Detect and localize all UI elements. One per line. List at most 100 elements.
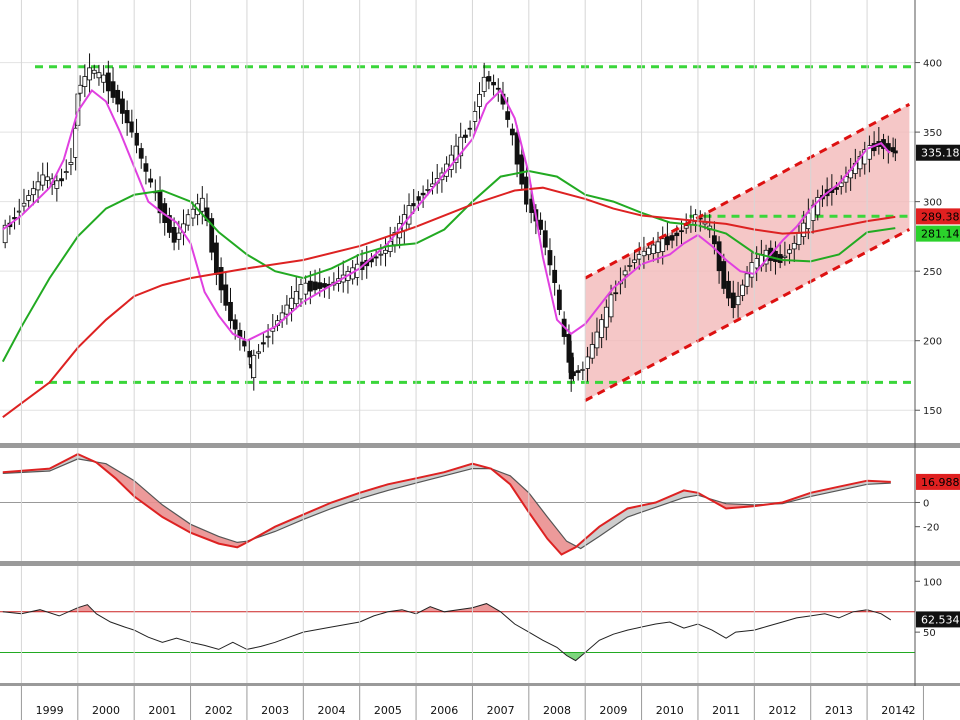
candle-body — [124, 110, 130, 124]
rsi-tick-label: 100 — [923, 577, 942, 588]
candle-body — [411, 203, 417, 207]
price-tick-label: 300 — [923, 198, 942, 209]
candle-body — [481, 76, 487, 92]
candle-body — [486, 76, 492, 82]
candle-body — [585, 356, 590, 369]
channel-lower-line — [584, 228, 911, 402]
candle-body — [524, 176, 529, 205]
candle-body — [608, 294, 614, 318]
candle-body — [519, 154, 525, 185]
macd-value-badge-box — [916, 473, 960, 490]
candle-body — [59, 178, 64, 182]
candle-body — [256, 351, 261, 354]
candle-body — [383, 249, 388, 254]
panel-separator — [0, 683, 960, 686]
candle-body — [96, 72, 102, 79]
candle-body — [679, 230, 684, 233]
candle-body — [740, 284, 745, 296]
candle-body — [556, 289, 562, 310]
candle-body — [838, 182, 844, 187]
candle-body — [815, 197, 821, 216]
candle-body — [317, 282, 323, 289]
x-tick-label: 2003 — [261, 704, 289, 717]
candle-body — [35, 181, 41, 191]
candle-body — [509, 128, 515, 136]
candle-body — [603, 306, 609, 328]
channel-upper-line — [584, 102, 911, 280]
candle-body — [575, 370, 581, 373]
candle-body — [796, 232, 802, 246]
candle-body — [491, 81, 496, 86]
candle-body — [735, 295, 741, 306]
medium-ma-badge: 281.14 — [921, 228, 960, 241]
candle-body — [749, 262, 755, 278]
candle-body — [199, 197, 205, 212]
x-tick-label: 2011 — [712, 704, 740, 717]
x-tick-label: 2001 — [148, 704, 176, 717]
candle-body — [787, 249, 792, 254]
candle-body — [307, 280, 313, 292]
candle-body — [589, 344, 595, 359]
candle-body — [176, 232, 182, 240]
candle-body — [599, 319, 605, 338]
price-tick-label: 400 — [923, 59, 942, 70]
candle-body — [458, 136, 464, 157]
candle-body — [571, 371, 576, 377]
candle-body — [655, 241, 661, 253]
long-ma-badge: 289.38 — [921, 210, 960, 223]
x-tick-label: 2006 — [430, 704, 458, 717]
x-tick-label: 2007 — [487, 704, 515, 717]
candle-body — [646, 247, 652, 256]
candle-body — [303, 282, 309, 295]
candle-body — [143, 163, 149, 172]
medium-ma-line — [1, 169, 896, 363]
candle-body — [54, 180, 60, 189]
candle-body — [293, 290, 299, 305]
candle-body — [420, 192, 426, 196]
candle-body — [636, 254, 642, 260]
candle-body — [726, 280, 731, 299]
candle-body — [805, 212, 811, 229]
candle-body — [495, 87, 501, 90]
candle-body — [209, 218, 215, 253]
candle-body — [2, 224, 8, 244]
candle-body — [716, 241, 722, 272]
price-tick-label: 150 — [923, 406, 942, 417]
medium-ma-badge-box — [916, 225, 960, 242]
candle-body — [185, 214, 191, 226]
candle-body — [87, 67, 92, 81]
channel-fill — [585, 104, 910, 401]
candle-body — [721, 261, 727, 289]
candle-body — [791, 242, 797, 250]
candle-body — [462, 134, 468, 138]
candle-body — [298, 284, 304, 300]
price-tick-label: 350 — [923, 128, 942, 139]
price-panel: 150 200 250 300 350 400 335.18 289.38 281.14 — [0, 53, 960, 419]
macd-tick-label: 0 — [923, 498, 929, 509]
candle-body — [834, 187, 839, 190]
x-tick-label: 2014 — [881, 704, 909, 717]
candle-body — [773, 250, 778, 262]
candle-body — [674, 232, 680, 237]
candle-body — [547, 250, 553, 266]
candle-body — [613, 292, 619, 295]
x-tick-label: 2012 — [769, 704, 797, 717]
candle-body — [312, 281, 318, 291]
candle-body — [101, 74, 107, 83]
last-price-badge: 335.18 — [921, 147, 960, 160]
candle-body — [373, 256, 379, 259]
candle-body — [322, 283, 327, 288]
short-ma-line — [2, 88, 891, 342]
candle-body — [167, 215, 172, 233]
candle-body — [91, 69, 97, 74]
candle-body — [120, 98, 125, 114]
candle-body — [505, 111, 511, 120]
candle-body — [542, 230, 548, 248]
rsi-tick-label: 50 — [923, 628, 936, 639]
candle-body — [190, 208, 196, 219]
rsi-value-badge: 62.5345 — [921, 613, 960, 626]
candle-body — [73, 127, 79, 158]
x-tick-label: 2008 — [543, 704, 571, 717]
candle-body — [105, 72, 111, 92]
candle-body — [892, 150, 898, 154]
